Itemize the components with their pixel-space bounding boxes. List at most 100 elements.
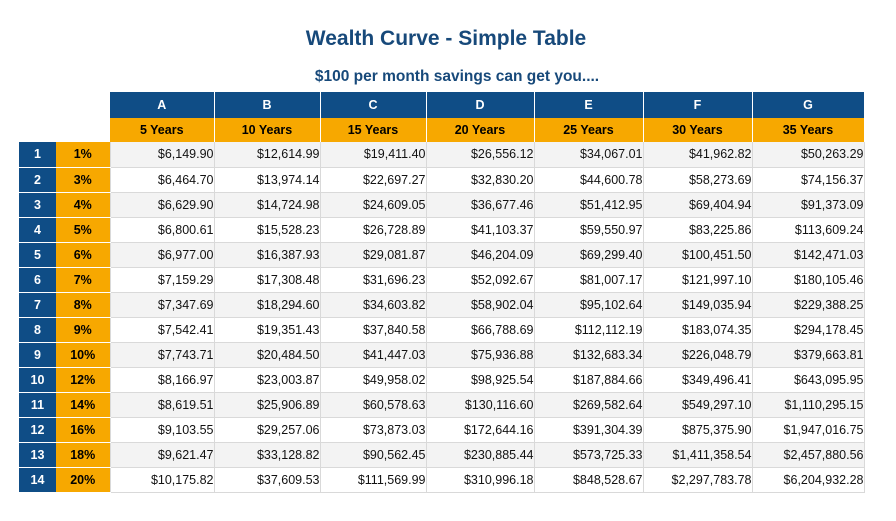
table-row: 6 7% $7,159.29 $17,308.48 $31,696.23 $52,092.…: [19, 267, 865, 293]
value-cell: $310,996.18: [426, 467, 535, 493]
value-cell: $23,003.87: [214, 367, 321, 393]
table-row: 5 6% $6,977.00 $16,387.93 $29,081.87 $46,204.…: [19, 242, 865, 268]
column-letter: G: [752, 92, 865, 118]
value-cell: $73,873.03: [320, 417, 427, 443]
row-number: 14: [19, 467, 56, 493]
value-cell: $41,447.03: [320, 342, 427, 368]
value-cell: $37,840.58: [320, 317, 427, 343]
value-cell: $69,404.94: [643, 192, 753, 218]
value-cell: $34,603.82: [320, 292, 427, 318]
value-cell: $7,159.29: [109, 267, 215, 293]
value-cell: $7,347.69: [109, 292, 215, 318]
value-cell: $24,609.05: [320, 192, 427, 218]
row-number: 12: [19, 417, 56, 443]
value-cell: $59,550.97: [534, 217, 644, 243]
value-cell: $17,308.48: [214, 267, 321, 293]
interest-rate: 18%: [56, 442, 110, 468]
value-cell: $20,484.50: [214, 342, 321, 368]
value-cell: $81,007.17: [534, 267, 644, 293]
value-cell: $25,906.89: [214, 392, 321, 418]
value-cell: $74,156.37: [752, 167, 865, 193]
value-cell: $294,178.45: [752, 317, 865, 343]
interest-rate: 4%: [56, 192, 110, 218]
row-number: 5: [19, 242, 56, 268]
value-cell: $37,609.53: [214, 467, 321, 493]
value-cell: $6,204,932.28: [752, 467, 865, 493]
value-cell: $7,743.71: [109, 342, 215, 368]
row-number: 8: [19, 317, 56, 343]
interest-rate: 5%: [56, 217, 110, 243]
value-cell: $29,081.87: [320, 242, 427, 268]
value-cell: $6,464.70: [109, 167, 215, 193]
interest-rate: 12%: [56, 367, 110, 393]
value-cell: $19,411.40: [320, 142, 427, 168]
column-years-header: 25 Years: [534, 118, 644, 142]
value-cell: $33,128.82: [214, 442, 321, 468]
page-subtitle: $100 per month savings can get you....: [314, 68, 600, 85]
table-row: 9 10% $7,743.71 $20,484.50 $41,447.03 $75,936…: [19, 342, 865, 368]
table-row: 12 16% $9,103.55 $29,257.06 $73,873.03 $172,6…: [19, 417, 865, 443]
value-cell: $60,578.63: [320, 392, 427, 418]
value-cell: $111,569.99: [320, 467, 427, 493]
value-cell: $7,542.41: [109, 317, 215, 343]
value-cell: $1,411,358.54: [643, 442, 753, 468]
value-cell: $19,351.43: [214, 317, 321, 343]
value-cell: $34,067.01: [534, 142, 644, 168]
value-cell: $573,725.33: [534, 442, 644, 468]
value-cell: $95,102.64: [534, 292, 644, 318]
value-cell: $142,471.03: [752, 242, 865, 268]
row-number: 4: [19, 217, 56, 243]
column-years-header: 10 Years: [214, 118, 321, 142]
value-cell: $1,110,295.15: [752, 392, 865, 418]
value-cell: $22,697.27: [320, 167, 427, 193]
row-number: 1: [19, 142, 56, 168]
value-cell: $391,304.39: [534, 417, 644, 443]
table-row: 14 20% $10,175.82 $37,609.53 $111,569.99 $310…: [19, 467, 865, 493]
value-cell: $69,299.40: [534, 242, 644, 268]
page-title: Wealth Curve - Simple Table: [305, 27, 587, 50]
interest-rate: 3%: [56, 167, 110, 193]
value-cell: $16,387.93: [214, 242, 321, 268]
value-cell: $15,528.23: [214, 217, 321, 243]
column-letter: C: [320, 92, 427, 118]
corner-blank: [19, 92, 56, 118]
value-cell: $46,204.09: [426, 242, 535, 268]
column-letter: E: [534, 92, 644, 118]
value-cell: $379,663.81: [752, 342, 865, 368]
interest-rate: 6%: [56, 242, 110, 268]
row-number: 11: [19, 392, 56, 418]
table-row: 2 3% $6,464.70 $13,974.14 $22,697.27 $32,830.…: [19, 167, 865, 193]
value-cell: $9,103.55: [109, 417, 215, 443]
value-cell: $13,974.14: [214, 167, 321, 193]
value-cell: $2,297,783.78: [643, 467, 753, 493]
value-cell: $18,294.60: [214, 292, 321, 318]
value-cell: $6,149.90: [109, 142, 215, 168]
column-letter: D: [426, 92, 535, 118]
value-cell: $91,373.09: [752, 192, 865, 218]
value-cell: $112,112.19: [534, 317, 644, 343]
value-cell: $9,621.47: [109, 442, 215, 468]
value-cell: $44,600.78: [534, 167, 644, 193]
value-cell: $26,556.12: [426, 142, 535, 168]
value-cell: $149,035.94: [643, 292, 753, 318]
interest-rate: 20%: [56, 467, 110, 493]
corner-blank: [56, 92, 110, 118]
value-cell: $130,116.60: [426, 392, 535, 418]
row-number: 2: [19, 167, 56, 193]
value-cell: $75,936.88: [426, 342, 535, 368]
value-cell: $132,683.34: [534, 342, 644, 368]
value-cell: $31,696.23: [320, 267, 427, 293]
row-number: 13: [19, 442, 56, 468]
value-cell: $58,273.69: [643, 167, 753, 193]
value-cell: $1,947,016.75: [752, 417, 865, 443]
table-row: 8 9% $7,542.41 $19,351.43 $37,840.58 $66,788.…: [19, 317, 865, 343]
table-row: 3 4% $6,629.90 $14,724.98 $24,609.05 $36,677.…: [19, 192, 865, 218]
value-cell: $875,375.90: [643, 417, 753, 443]
value-cell: $14,724.98: [214, 192, 321, 218]
value-cell: $230,885.44: [426, 442, 535, 468]
value-cell: $180,105.46: [752, 267, 865, 293]
value-cell: $58,902.04: [426, 292, 535, 318]
table-row: 7 8% $7,347.69 $18,294.60 $34,603.82 $58,902.…: [19, 292, 865, 318]
value-cell: $549,297.10: [643, 392, 753, 418]
value-cell: $113,609.24: [752, 217, 865, 243]
